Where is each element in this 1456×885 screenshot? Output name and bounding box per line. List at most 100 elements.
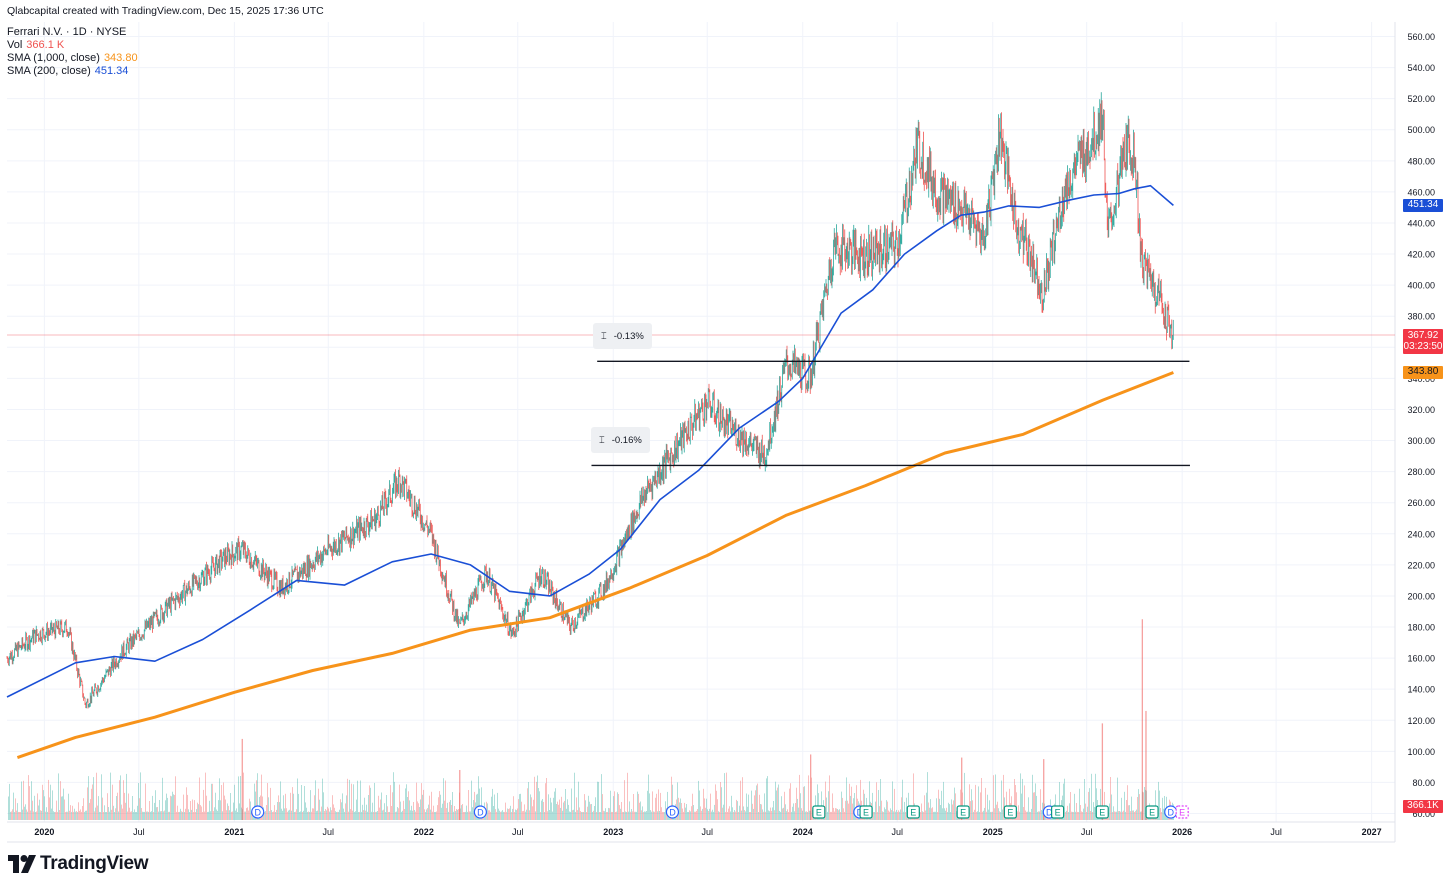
volume-bar — [429, 795, 430, 820]
volume-bar — [765, 811, 766, 820]
volume-bar — [630, 811, 631, 820]
volume-bar — [539, 791, 540, 820]
volume-bar — [875, 801, 876, 820]
volume-bar — [538, 788, 539, 820]
volume-bar — [811, 777, 812, 820]
volume-bar — [176, 811, 177, 820]
legend-volume[interactable]: Vol 366.1 K — [7, 39, 64, 52]
moving-averages — [6, 184, 1174, 760]
volume-bar — [435, 812, 436, 820]
volume-bar — [117, 792, 118, 820]
volume-bar — [830, 811, 831, 820]
legend-sma-short[interactable]: SMA (200, close) 451.34 — [7, 65, 128, 78]
volume-bar — [662, 811, 663, 820]
volume-bar — [461, 805, 462, 820]
volume-bar — [610, 790, 611, 820]
volume-bar — [801, 808, 802, 820]
volume-bar — [169, 811, 170, 820]
volume-bar — [135, 812, 136, 820]
tradingview-logo[interactable]: TradingView — [8, 853, 149, 875]
volume-bar — [389, 811, 390, 820]
volume-bar — [588, 795, 589, 820]
volume-bar — [704, 798, 705, 820]
volume-bar — [101, 774, 102, 820]
volume-bar — [299, 812, 300, 820]
volume-bar — [1123, 810, 1124, 820]
volume-bar — [552, 811, 553, 820]
volume-bar — [648, 774, 649, 820]
volume-bar — [296, 809, 297, 820]
volume-bar — [278, 795, 279, 820]
volume-bar — [182, 811, 183, 820]
volume-bar — [791, 811, 792, 820]
volume-bar — [375, 811, 376, 820]
volume-bar — [564, 800, 565, 820]
volume-bar — [905, 812, 906, 820]
volume-bar — [990, 811, 991, 820]
volume-bar — [745, 811, 746, 820]
volume-bar — [142, 811, 143, 820]
volume-bar — [76, 811, 77, 820]
y-tick-label: 460.00 — [1407, 187, 1435, 197]
volume-bar — [1143, 792, 1144, 820]
volume-bar — [414, 810, 415, 820]
volume-bar — [129, 807, 130, 820]
volume-bar — [577, 810, 578, 820]
volume-bar — [837, 809, 838, 820]
volume-bar — [1019, 811, 1020, 820]
legend-sma-long[interactable]: SMA (1,000, close) 343.80 — [7, 52, 138, 65]
volume-bar — [187, 794, 188, 820]
volume-spike — [1043, 759, 1045, 820]
measure-label-lower[interactable]: ⌶ -0.16% — [591, 427, 650, 453]
volume-bar — [584, 794, 585, 820]
volume-bar — [1033, 792, 1034, 820]
event-marker-label: E — [960, 808, 966, 818]
volume-bar — [772, 807, 773, 820]
volume-bar — [1073, 812, 1074, 820]
volume-bar — [152, 795, 153, 820]
volume-bar — [51, 808, 52, 820]
volume-bar — [715, 784, 716, 820]
volume-bar — [226, 810, 227, 820]
volume-bar — [44, 796, 45, 820]
volume-bar — [979, 812, 980, 820]
volume-bar — [471, 780, 472, 820]
volume-bar — [123, 780, 124, 820]
volume-bar — [829, 775, 830, 820]
volume-bar — [13, 792, 14, 820]
volume-bar — [462, 804, 463, 820]
volume-bar — [65, 812, 66, 820]
volume-bar — [409, 800, 410, 820]
volume-bar — [97, 805, 98, 820]
volume-bar — [978, 786, 979, 820]
volume-bar — [328, 808, 329, 820]
volume-bar — [211, 783, 212, 820]
volume-bar — [293, 793, 294, 820]
y-tick-label: 480.00 — [1407, 156, 1435, 166]
volume-bar — [55, 811, 56, 820]
volume-bar — [847, 800, 848, 820]
volume-bar — [1080, 805, 1081, 820]
volume-bar — [1131, 796, 1132, 820]
volume-bar — [8, 796, 9, 820]
volume-bar — [185, 808, 186, 820]
volume-bar — [642, 806, 643, 820]
volume-bar — [760, 804, 761, 820]
measure-label-upper[interactable]: ⌶ -0.13% — [593, 323, 652, 349]
y-tick-label: 120.00 — [1407, 716, 1435, 726]
volume-bar — [955, 793, 956, 820]
volume-bar — [304, 786, 305, 820]
volume-bar — [828, 791, 829, 820]
volume-bar — [64, 799, 65, 820]
volume-bar — [750, 812, 751, 820]
volume-bar — [446, 808, 447, 820]
volume-bar — [487, 803, 488, 820]
volume-bar — [298, 793, 299, 820]
volume-bar — [594, 806, 595, 820]
volume-bar — [177, 805, 178, 820]
volume-bar — [128, 793, 129, 820]
volume-bar — [118, 811, 119, 820]
volume-bar — [275, 812, 276, 820]
volume-bar — [130, 811, 131, 820]
